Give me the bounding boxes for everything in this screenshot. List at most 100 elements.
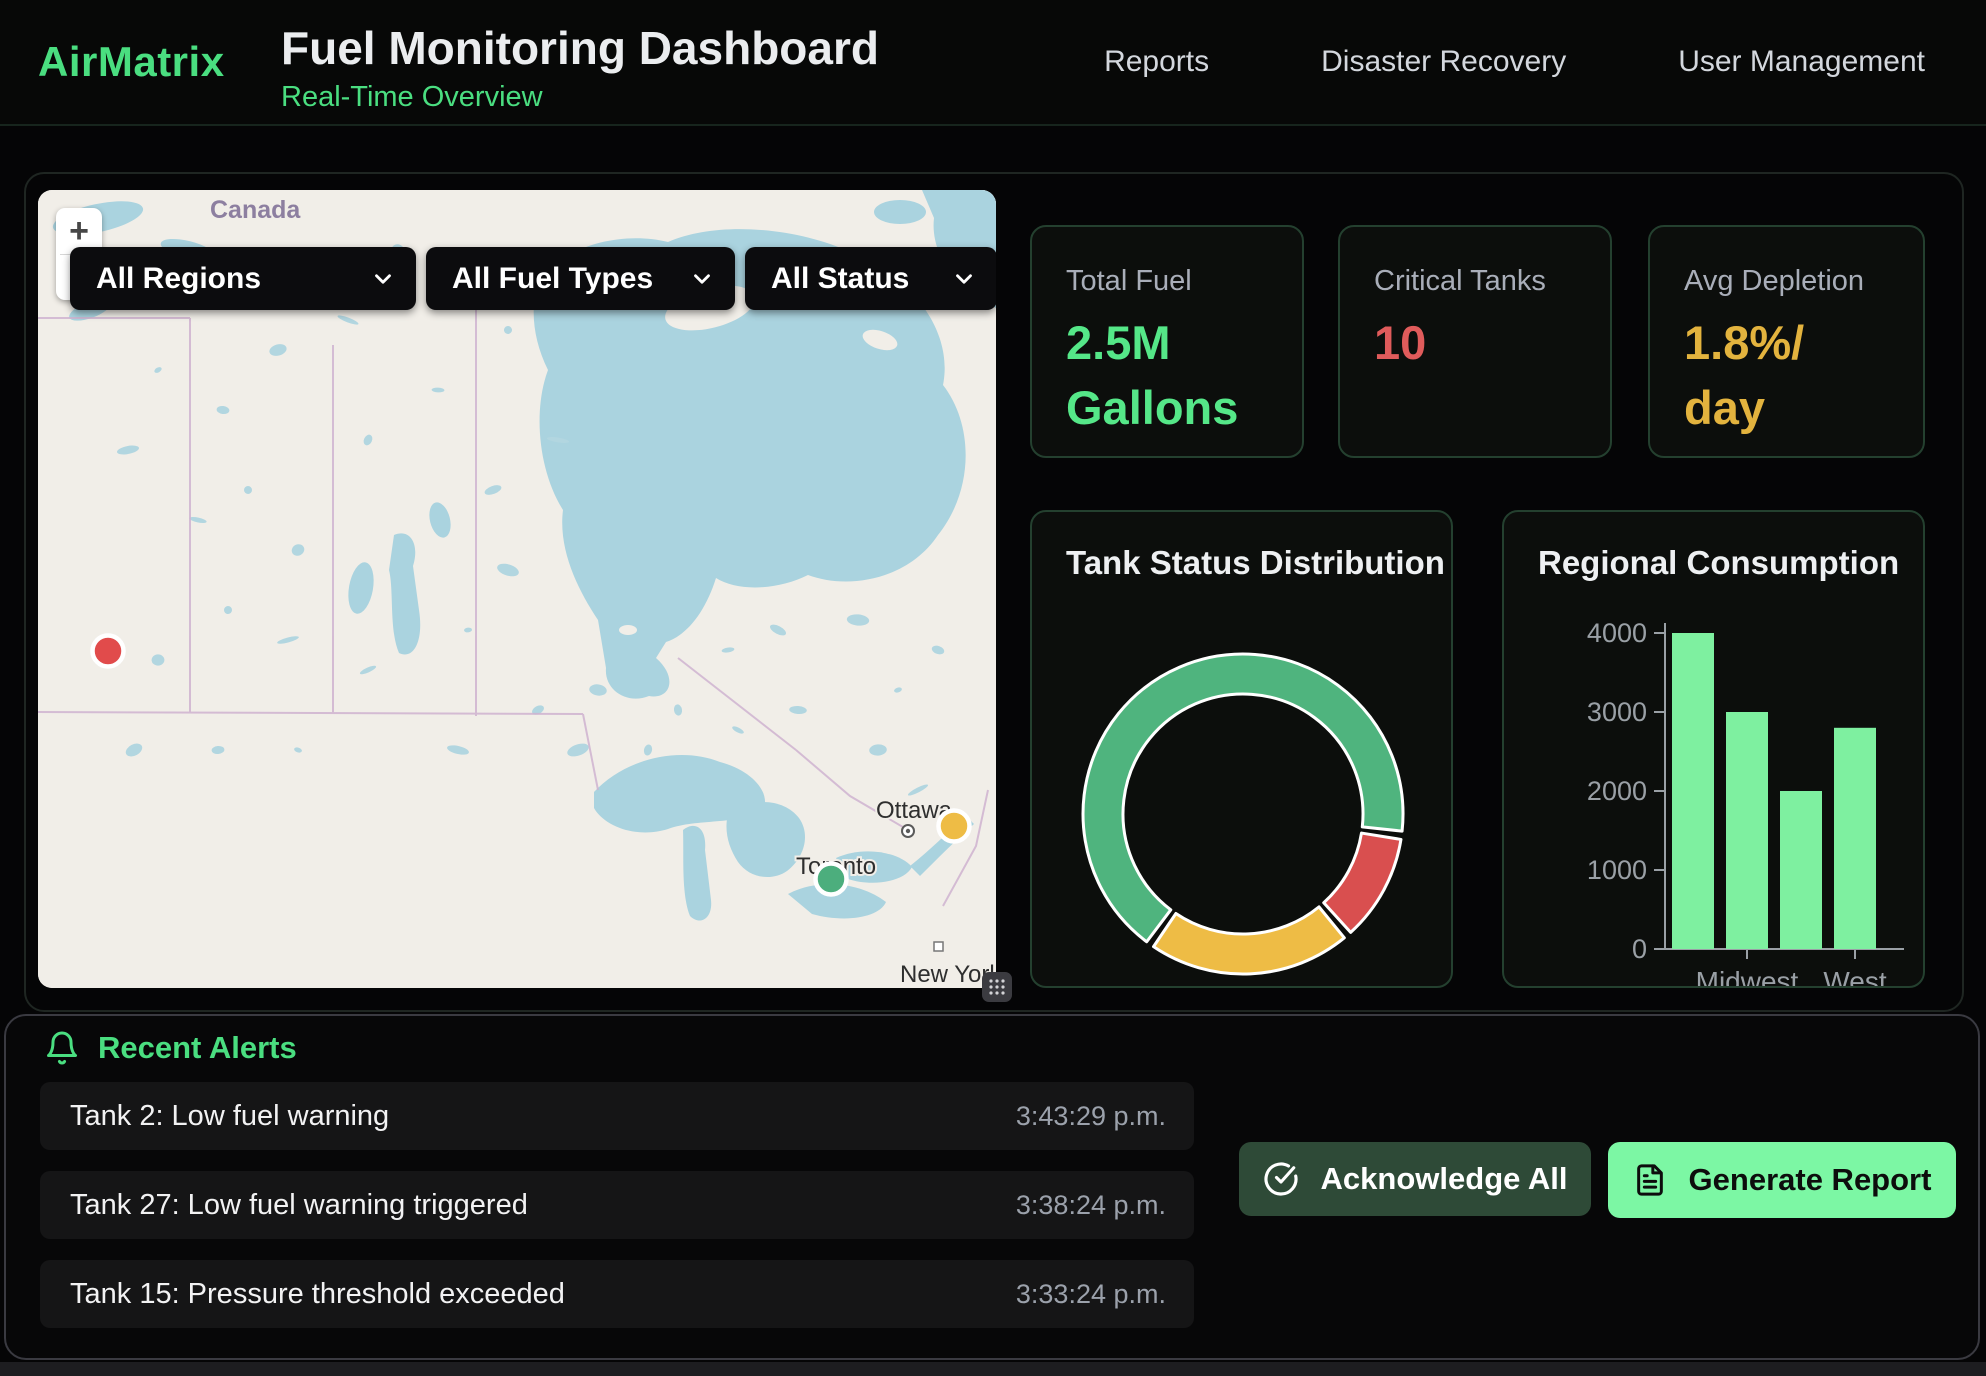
map-water-bodies <box>52 190 996 921</box>
panel-resize-handle[interactable] <box>982 972 1012 1002</box>
x-tick-label: West <box>1823 966 1886 986</box>
chevron-down-icon <box>689 266 715 292</box>
alert-timestamp: 3:33:24 p.m. <box>1015 1278 1166 1309</box>
map-lake <box>732 726 744 734</box>
map-lake <box>244 486 252 494</box>
map-filter-bar: All Regions All Fuel Types All Status <box>70 247 996 310</box>
map-lake <box>269 344 287 356</box>
map-lake <box>431 387 445 393</box>
stat-value: 10 <box>1374 316 1427 369</box>
map-lake <box>907 784 929 796</box>
stat-card-critical-tanks: Critical Tanks 10 <box>1338 225 1612 458</box>
stat-card-avg-depletion: Avg Depletion 1.8%/ day <box>1648 225 1925 458</box>
regional-consumption-bar-chart: 0 1000 2000 3000 4000 Midwest West <box>1587 618 1904 986</box>
stat-card-total-fuel: Total Fuel 2.5M Gallons <box>1030 225 1304 458</box>
map-lake <box>546 437 570 443</box>
status-filter-dropdown[interactable]: All Status <box>745 247 996 310</box>
tank-marker-critical[interactable] <box>90 633 126 669</box>
title-block: Fuel Monitoring Dashboard Real-Time Over… <box>281 20 879 114</box>
map-lake <box>931 645 945 655</box>
generate-report-button[interactable]: Generate Report <box>1608 1142 1956 1218</box>
map-country-label: Canada <box>210 196 301 224</box>
map-lake <box>846 614 870 626</box>
map-lake <box>363 434 373 446</box>
y-tick-label: 4000 <box>1587 618 1647 648</box>
stat-label: Avg Depletion <box>1684 265 1865 297</box>
y-tick-label: 3000 <box>1587 697 1647 727</box>
map-lake <box>894 687 902 693</box>
bar-0 <box>1672 633 1714 949</box>
alert-timestamp: 3:43:29 p.m. <box>1015 1100 1166 1131</box>
map-town-dots <box>901 824 944 952</box>
bar-1 <box>1726 712 1768 949</box>
alert-row: Tank 15: Pressure threshold exceeded 3:3… <box>40 1260 1194 1328</box>
alert-message: Tank 15: Pressure threshold exceeded <box>70 1277 565 1310</box>
map-lake <box>277 636 299 644</box>
map-lake <box>869 744 887 756</box>
bar-3 <box>1834 727 1876 949</box>
nav-item-user-management[interactable]: User Management <box>1678 45 1925 78</box>
tank-status-chart-card: Tank Status Distribution <box>1030 510 1453 988</box>
map-city-label-new-york: New York <box>900 961 996 988</box>
donut-segment-critical <box>1322 831 1403 934</box>
map-lake <box>154 367 162 373</box>
fuel-type-filter-value: All Fuel Types <box>452 261 654 295</box>
app-header: AirMatrix Fuel Monitoring Dashboard Real… <box>0 0 1986 126</box>
bell-icon <box>47 1031 77 1065</box>
map-lake <box>125 743 143 757</box>
acknowledge-all-label: Acknowledge All <box>1320 1161 1568 1196</box>
map-lake <box>337 315 359 325</box>
fuel-type-filter-dropdown[interactable]: All Fuel Types <box>426 247 735 310</box>
chart-title: Tank Status Distribution <box>1066 544 1445 581</box>
stat-value: 2.5M Gallons <box>1066 316 1239 434</box>
y-tick-label: 2000 <box>1587 776 1647 806</box>
check-circle-icon <box>1263 1162 1298 1196</box>
map-lake <box>464 627 472 633</box>
map-lake <box>359 665 377 675</box>
map-lake <box>721 647 735 653</box>
map-lake <box>216 405 230 415</box>
map-lake <box>189 517 207 523</box>
chart-title: Regional Consumption <box>1538 544 1900 581</box>
donut-segment-normal <box>1081 652 1405 944</box>
map-lake <box>567 743 589 757</box>
y-tick-label: 0 <box>1632 934 1647 964</box>
map-lake <box>151 654 165 666</box>
map-lake <box>224 606 232 614</box>
map-zoom-in-button[interactable]: + <box>69 211 89 250</box>
stat-label: Critical Tanks <box>1374 265 1546 297</box>
donut-segment-warning <box>1152 905 1346 976</box>
map-lake <box>789 705 807 715</box>
tank-marker-normal[interactable] <box>813 861 849 897</box>
stat-label: Total Fuel <box>1066 265 1192 297</box>
bar-2 <box>1780 791 1822 949</box>
alert-timestamp: 3:38:24 p.m. <box>1015 1189 1166 1220</box>
main-nav: Reports Disaster Recovery User Managemen… <box>1104 0 1925 124</box>
generate-report-label: Generate Report <box>1688 1162 1932 1197</box>
region-filter-value: All Regions <box>96 261 262 295</box>
map-lake <box>291 544 305 556</box>
map-panel[interactable]: Canada OttawaTorontoNew York + − All Reg… <box>38 190 996 988</box>
map-lake <box>643 744 653 756</box>
chevron-down-icon <box>370 266 396 292</box>
stat-value: 1.8%/ day <box>1684 316 1805 434</box>
nav-item-disaster-recovery[interactable]: Disaster Recovery <box>1321 45 1567 78</box>
nav-item-reports[interactable]: Reports <box>1104 45 1210 78</box>
map-canvas[interactable]: Canada OttawaTorontoNew York <box>38 190 996 988</box>
map-lake <box>589 684 607 696</box>
map-lake <box>532 705 544 715</box>
region-filter-dropdown[interactable]: All Regions <box>70 247 416 310</box>
acknowledge-all-button[interactable]: Acknowledge All <box>1239 1142 1591 1216</box>
alert-message: Tank 27: Low fuel warning triggered <box>70 1188 528 1221</box>
map-lake <box>673 704 683 716</box>
map-lake <box>497 563 519 577</box>
alert-row: Tank 27: Low fuel warning triggered 3:38… <box>40 1171 1194 1239</box>
tank-status-donut-chart <box>1081 652 1405 976</box>
content-panel-outline <box>24 172 1964 1012</box>
y-tick-label: 1000 <box>1587 855 1647 885</box>
page-subtitle: Real-Time Overview <box>281 81 543 113</box>
tank-marker-warning[interactable] <box>936 808 972 844</box>
map-lake <box>504 326 512 334</box>
map-lake <box>211 745 225 755</box>
x-tick-label: Midwest <box>1696 966 1799 986</box>
